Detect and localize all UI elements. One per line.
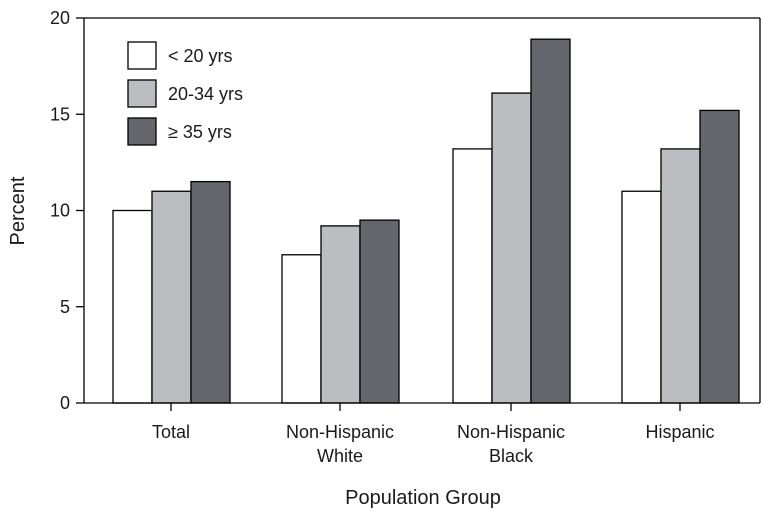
x-tick-label-3: Non-Hispanic Black bbox=[457, 422, 565, 466]
y-tick-label-1: 0 bbox=[60, 393, 70, 413]
bar-3-4 bbox=[699, 109, 740, 404]
legend-swatch-1 bbox=[127, 41, 157, 70]
y-axis-title: Percent bbox=[7, 176, 29, 245]
legend-label-3: ≥ 35 yrs bbox=[168, 122, 232, 142]
x-tick-label-1: Total bbox=[152, 422, 190, 442]
x-tick-label-4: Hispanic bbox=[645, 422, 714, 442]
y-tick-label-4: 15 bbox=[50, 104, 70, 124]
legend: < 20 yrs 20-34 yrs ≥ 35 yrs bbox=[127, 41, 243, 146]
bar-1-1 bbox=[112, 209, 153, 404]
y-tick-label-3: 10 bbox=[50, 201, 70, 221]
legend-label-1: < 20 yrs bbox=[168, 46, 233, 66]
bar-1-3 bbox=[452, 148, 493, 404]
bar-3-3 bbox=[530, 38, 571, 404]
bar-3-2 bbox=[359, 219, 400, 404]
x-axis-title: Population Group bbox=[345, 487, 501, 509]
bar-2-3 bbox=[491, 92, 532, 404]
y-tick-label-2: 5 bbox=[60, 297, 70, 317]
legend-swatch-3 bbox=[127, 117, 157, 146]
legend-swatch-2 bbox=[127, 79, 157, 108]
x-tick-label-2: Non-Hispanic White bbox=[286, 422, 394, 466]
y-tick-label-5: 20 bbox=[50, 8, 70, 28]
bar-1-2 bbox=[281, 254, 322, 404]
bar-3-1 bbox=[190, 180, 231, 404]
bar-2-4 bbox=[660, 148, 701, 404]
bar-1-4 bbox=[621, 190, 662, 404]
legend-label-2: 20-34 yrs bbox=[168, 84, 243, 104]
bar-2-2 bbox=[320, 225, 361, 404]
bar-2-1 bbox=[151, 190, 192, 404]
